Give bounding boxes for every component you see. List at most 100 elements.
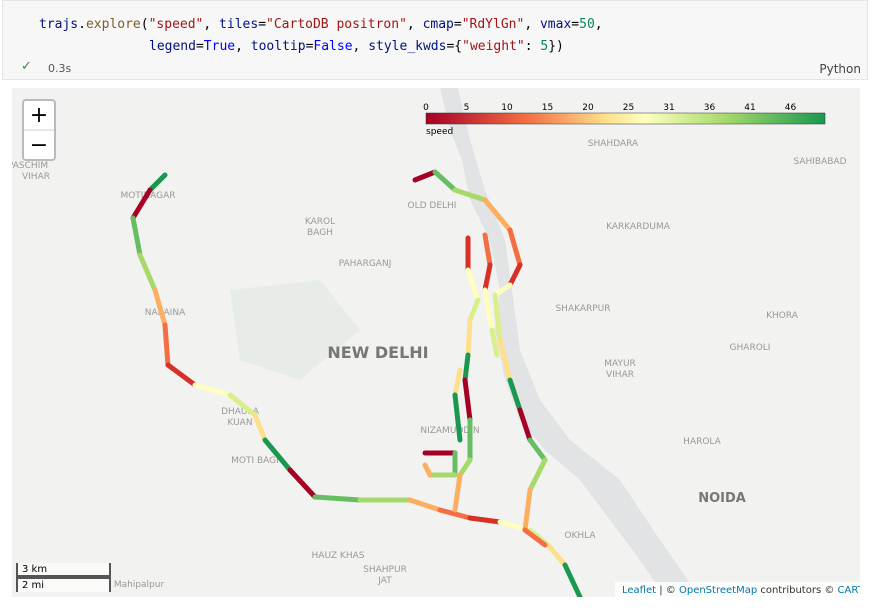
trajectory-segment	[412, 169, 438, 183]
scale-imperial	[16, 577, 111, 592]
code-token: :	[524, 39, 541, 54]
trajectory-segment	[422, 462, 433, 478]
trajectory-segment	[507, 262, 523, 288]
place-label: PASCHIM	[12, 161, 48, 171]
place-label: SHAHDARA	[588, 139, 639, 149]
code-token: style_kwds	[368, 39, 447, 54]
code-token: })	[548, 39, 564, 54]
attribution-link[interactable]: CARTO	[838, 585, 860, 596]
attribution-text: | ©	[656, 585, 679, 596]
trajectory-segment	[522, 487, 533, 533]
place-label: GHAROLI	[730, 343, 771, 353]
code-token: =	[453, 17, 462, 32]
scale-label: 2 mi	[22, 580, 44, 591]
trajectory-segment	[489, 327, 500, 358]
code-token: ,	[594, 17, 603, 32]
trajectory-segment	[312, 494, 363, 503]
code-token: trajs	[39, 17, 79, 32]
trajectory-segment	[527, 437, 548, 463]
code-cell: trajs.explore("speed", tiles="CartoDB po…	[2, 0, 868, 80]
code-token: ,	[352, 39, 369, 54]
code-line: trajs.explore("speed", tiles="CartoDB po…	[39, 17, 603, 32]
code-line: legend=True, tooltip=False, style_kwds={…	[149, 39, 564, 54]
trajectory-segment	[562, 562, 583, 597]
scale-label: 3 km	[22, 564, 47, 575]
code-token: tiles	[219, 17, 259, 32]
trajectory-segment	[162, 322, 171, 368]
code-token: .	[78, 17, 86, 32]
place-label: PAHARGANJ	[339, 259, 392, 269]
place-label: HAUZ KHAS	[312, 551, 365, 561]
trajectory-segment	[482, 197, 513, 233]
colorbar-tick: 10	[501, 103, 513, 113]
code-token: explore	[85, 17, 141, 32]
trajectory-segment	[482, 232, 493, 268]
check-icon: ✓	[21, 59, 32, 74]
attribution-link[interactable]: Leaflet	[622, 585, 656, 596]
code-token: (	[140, 17, 149, 32]
place-label: SAHIBABAD	[793, 157, 846, 167]
place-label: NIZAMUDDIN	[420, 426, 479, 436]
trajectory-segment	[492, 282, 513, 298]
trajectory-segment	[465, 317, 473, 358]
trajectory-segment	[287, 467, 318, 500]
code-token: ={	[446, 39, 463, 54]
place-label: NARAINA	[145, 308, 186, 318]
zoom-out[interactable]: −	[30, 133, 48, 158]
place-label: VIHAR	[606, 370, 634, 380]
zoom-in[interactable]: +	[30, 103, 48, 128]
trajectory-segment	[527, 457, 548, 493]
place-label: KHORA	[766, 311, 799, 321]
trajectory-segment	[465, 267, 481, 303]
run-time: 0.3s	[48, 62, 72, 75]
place-label: KARKARDUMA	[606, 222, 671, 232]
place-label: MOTI BAGH	[231, 456, 283, 466]
place-label: NEW DELHI	[327, 343, 428, 362]
trajectory-segment	[522, 527, 548, 548]
place-label: DHAULA	[221, 407, 260, 417]
code-token: 50	[579, 17, 595, 32]
scale-bar: 3 km 2 mi	[16, 563, 111, 592]
trajectory-segment	[507, 377, 523, 413]
attribution: Leaflet | © OpenStreetMap contributors ©…	[622, 585, 860, 596]
code-token: =	[195, 39, 204, 54]
place-label: Mahipalpur	[114, 580, 165, 590]
park	[230, 280, 360, 380]
trajectory-segment	[492, 292, 503, 343]
trajectory-segment	[437, 507, 473, 521]
trajectory-segment	[497, 337, 513, 383]
trajectory-segment	[467, 515, 503, 525]
code-token: 5	[540, 39, 549, 54]
trajectory-segment	[545, 542, 568, 568]
trajectory-segment	[407, 497, 443, 513]
code-token: =	[305, 39, 314, 54]
trajectory-segment	[252, 412, 268, 443]
colorbar-tick: 0	[423, 103, 429, 113]
place-label: KAROL	[305, 217, 335, 227]
colorbar: speed 0 5 10 15 20 25 31 36 41 46	[423, 103, 826, 137]
code-token: =	[571, 17, 580, 32]
code-token: cmap	[422, 17, 454, 32]
place-label: SHAKARPUR	[555, 304, 610, 314]
colorbar-ramp	[425, 112, 826, 125]
trajectory-segment	[137, 252, 158, 293]
colorbar-tick: 41	[744, 103, 755, 113]
place-label: BAGH	[307, 228, 333, 238]
trajectory-segment	[147, 172, 168, 193]
language: Python	[819, 62, 861, 76]
attribution-text: contributors ©	[757, 585, 837, 596]
code-token: "weight"	[462, 39, 525, 54]
code-token: ,	[406, 17, 423, 32]
attribution-link[interactable]: OpenStreetMap	[679, 585, 757, 596]
trajectory-segment	[152, 287, 168, 328]
code-token: "speed"	[148, 17, 204, 32]
map[interactable]: PASCHIMVIHARMOTINAGARKAROLBAGHPAHARGANJO…	[12, 88, 860, 597]
trajectory-segment	[462, 352, 471, 383]
trajectory-segment	[192, 382, 233, 398]
trajectory-segment	[517, 407, 533, 443]
code-token: ,	[524, 17, 540, 32]
zoom-control: + −	[22, 99, 56, 161]
code-token: =	[258, 17, 267, 32]
colorbar-tick: 5	[464, 103, 470, 113]
